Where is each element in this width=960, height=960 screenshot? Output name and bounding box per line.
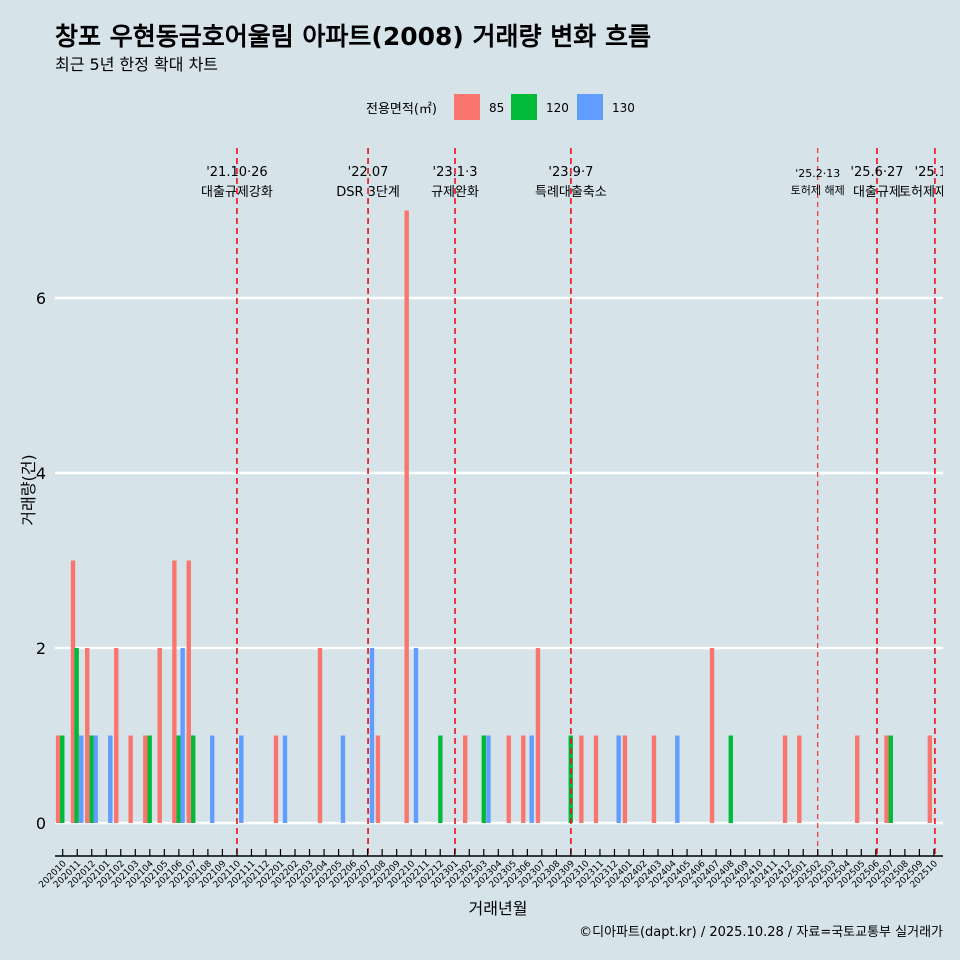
legend-title: 전용면적(㎡)	[366, 102, 437, 117]
bar-130	[108, 735, 113, 823]
bar-120	[481, 735, 486, 823]
bar-130	[529, 735, 534, 823]
legend-label-130: 130	[612, 101, 635, 115]
y-tick-label: 6	[36, 289, 46, 308]
bar-85	[55, 735, 61, 823]
bar-120	[438, 735, 443, 823]
bar-85	[70, 560, 76, 823]
bar-85	[85, 648, 90, 823]
event-date-label: '25.6·27	[850, 165, 903, 180]
y-tick-label: 4	[36, 464, 46, 483]
bar-85	[404, 210, 409, 823]
bar-85	[506, 735, 511, 823]
bar-85	[462, 735, 468, 823]
legend-label-85: 85	[489, 101, 504, 115]
bar-85	[535, 648, 541, 823]
event-date-label: '25.10	[915, 165, 956, 180]
bars	[55, 210, 933, 823]
y-axis-label: 거래량(건)	[19, 454, 38, 525]
event-date-label: '23.1·3	[433, 165, 478, 180]
chart-subtitle: 최근 5년 한정 확대 차트	[55, 55, 218, 74]
bar-130	[239, 735, 244, 823]
bar-130	[616, 735, 621, 823]
bar-85	[579, 735, 584, 823]
bar-85	[593, 735, 599, 823]
event-date-label: '23.9·7	[548, 165, 593, 180]
bar-130	[210, 735, 215, 823]
y-tick-label: 2	[36, 639, 46, 658]
event-date-label: '25.2·13	[795, 167, 840, 180]
bar-85	[521, 735, 526, 823]
event-label: 특례대출축소	[535, 185, 607, 200]
bar-130	[413, 648, 419, 823]
event-lines: '21.10·26 대출규제강화 '22.07 DSR 3단계 '23.1·3 규제완화 '…	[201, 148, 960, 856]
bar-85	[375, 735, 381, 823]
bar-130	[282, 735, 288, 823]
legend-swatch-130	[577, 94, 603, 120]
bar-120	[728, 735, 733, 823]
bar-130	[93, 735, 98, 823]
bar-120	[147, 735, 152, 823]
event-label: 규제완화	[431, 185, 479, 200]
bar-120	[888, 735, 893, 823]
bar-130	[486, 735, 491, 823]
event-date-label: '21.10·26	[206, 165, 267, 180]
bar-120	[60, 735, 65, 823]
bar-85	[317, 648, 323, 823]
bar-130	[180, 648, 185, 823]
chart-title: 창포 우현동금호어울림 아파트(2008) 거래량 변화 흐름	[55, 22, 651, 51]
caption: ©디아파트(dapt.kr) / 2025.10.28 / 자료=국토교통부 실…	[579, 925, 943, 940]
bar-120	[74, 648, 79, 823]
bar-85	[143, 735, 148, 823]
bar-85	[709, 648, 715, 823]
gridlines	[55, 296, 943, 825]
event-label: 토허제 해제	[791, 183, 845, 197]
event-label: 대출규제	[853, 185, 901, 200]
bar-85	[172, 560, 177, 823]
bar-85	[273, 735, 279, 823]
bar-85	[651, 735, 657, 823]
x-axis-label: 거래년월	[469, 899, 528, 918]
bar-85	[157, 648, 162, 823]
bar-85	[927, 735, 933, 823]
bar-85	[782, 735, 788, 823]
bar-85	[855, 735, 860, 823]
bar-120	[176, 735, 181, 823]
bar-120	[191, 735, 196, 823]
event-date-label: '22.07	[348, 165, 389, 180]
y-tick-label: 0	[36, 814, 46, 833]
bar-85	[884, 735, 889, 823]
legend: 전용면적(㎡) 85 120 130	[366, 94, 635, 120]
legend-label-120: 120	[546, 101, 569, 115]
event-label: 대출규제강화	[201, 185, 273, 200]
bar-85	[114, 648, 119, 823]
legend-swatch-120	[511, 94, 537, 120]
bar-120	[89, 735, 94, 823]
legend-swatch-85	[454, 94, 480, 120]
bar-85	[186, 560, 191, 823]
bar-130	[79, 735, 84, 823]
bar-130	[675, 735, 680, 823]
bar-130	[369, 648, 375, 823]
event-label: 토허제재지정	[899, 185, 960, 200]
bar-130	[340, 735, 346, 823]
bar-85	[797, 735, 802, 823]
bar-85	[622, 735, 628, 823]
bar-85	[128, 735, 133, 823]
event-label: DSR 3단계	[336, 185, 400, 200]
